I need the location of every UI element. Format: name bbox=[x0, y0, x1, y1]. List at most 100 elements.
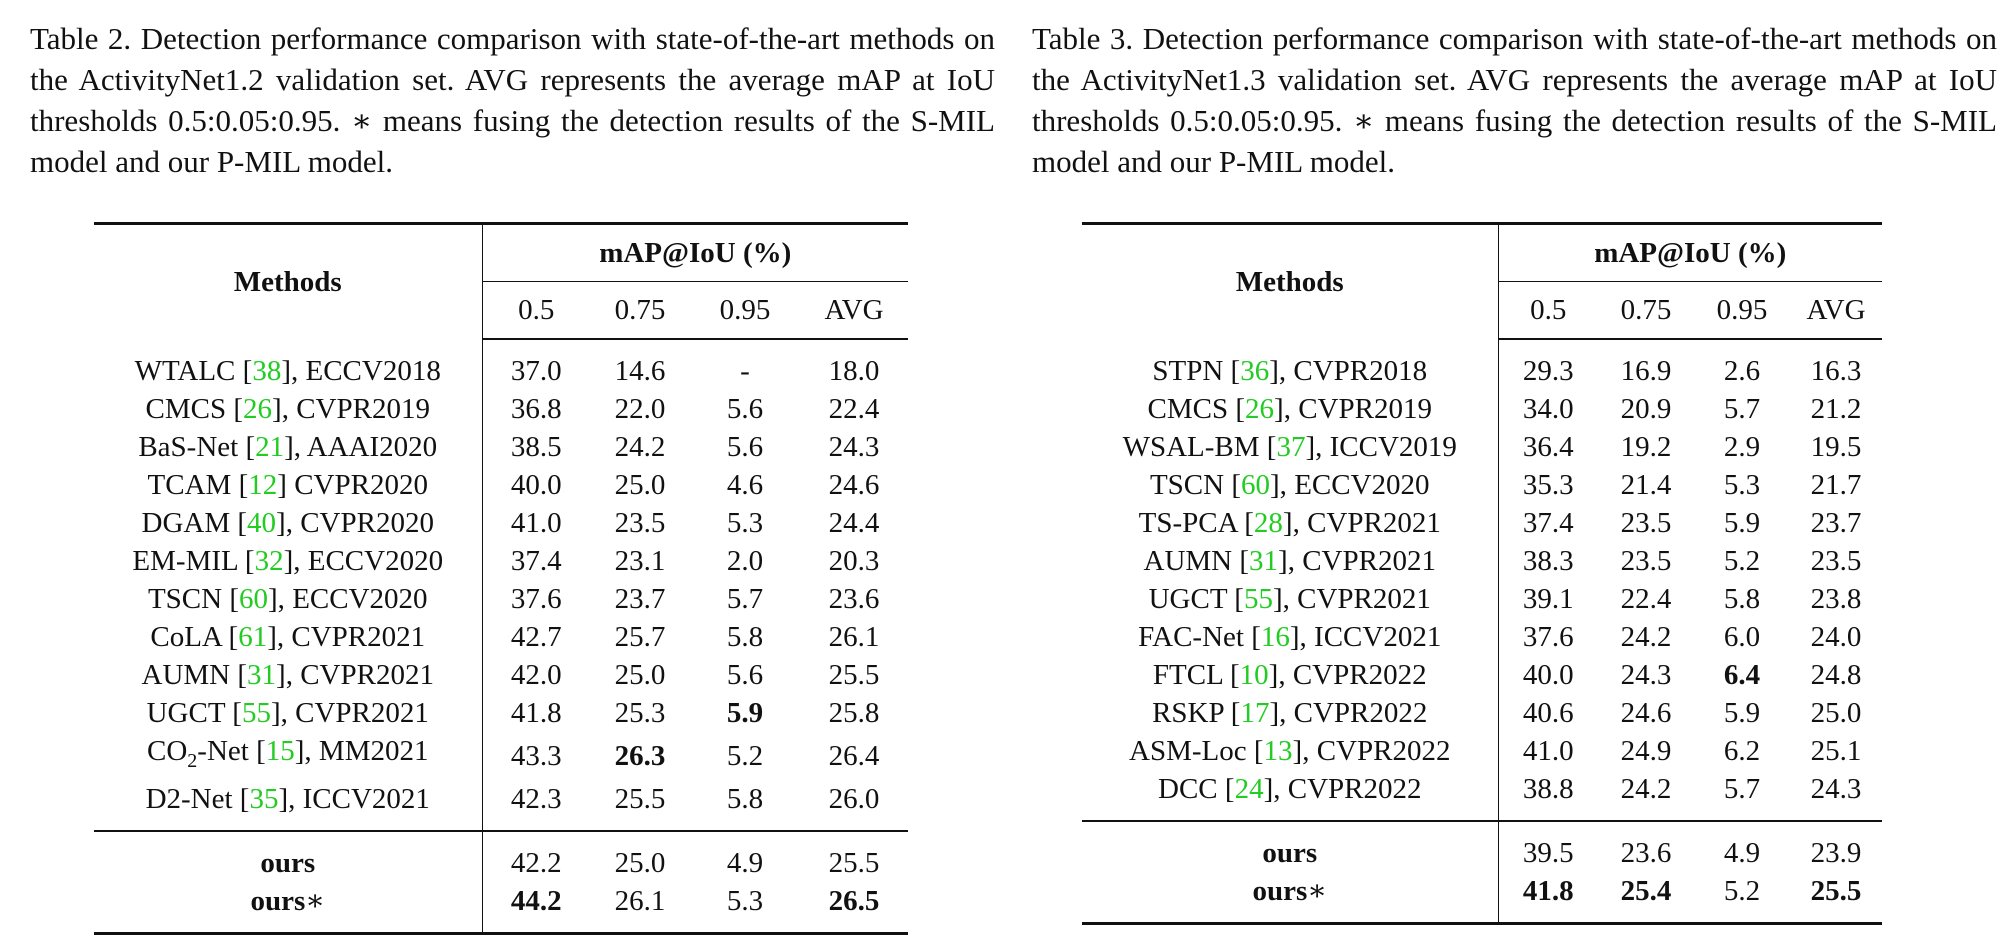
method-cell: CMCS [26], CVPR2019 bbox=[1082, 390, 1498, 428]
venue: CVPR2022 bbox=[1316, 735, 1451, 767]
method-name: ours bbox=[1252, 875, 1308, 907]
bracket-open: [ bbox=[1228, 393, 1246, 425]
method-cell: ours bbox=[1082, 820, 1498, 872]
table-caption: Table 3. Detection performance compariso… bbox=[1032, 21, 1997, 179]
separator: ], bbox=[268, 583, 293, 615]
table-row: WTALC [38], ECCV2018 37.0 14.6-18.0 bbox=[94, 339, 908, 390]
citation-link: 40 bbox=[247, 507, 277, 539]
value-cell: 24.3 bbox=[828, 431, 880, 463]
separator: ], bbox=[1268, 659, 1293, 691]
method-cell: D2-Net [35], ICCV2021 bbox=[94, 780, 482, 831]
method-name: WTALC bbox=[134, 354, 236, 387]
citation-link: 26 bbox=[243, 393, 273, 425]
citation-link: 13 bbox=[1263, 735, 1293, 767]
table-row: DCC [24], CVPR2022 38.8 24.2 5.7 24.3 bbox=[1082, 770, 1882, 821]
separator: ], bbox=[1270, 469, 1295, 501]
value-cell: 38.5 bbox=[481, 428, 590, 466]
method-cell: TCAM [12] CVPR2020 bbox=[94, 466, 482, 504]
method-cell: CoLA [61], CVPR2021 bbox=[94, 618, 482, 656]
ours-rows: ours 42.2 25.0 4.9 25.5 ours∗ 44.2 26.1 5.3 26.5 bbox=[94, 829, 908, 935]
venue: CVPR2019 bbox=[1298, 393, 1432, 425]
value-cell: 40.0 bbox=[1497, 656, 1598, 694]
bracket-open: [ bbox=[1243, 621, 1261, 653]
value-cell: 5.3 bbox=[690, 881, 800, 935]
value-cell: 5.2 bbox=[1723, 545, 1761, 577]
bracket-open: [ bbox=[1217, 773, 1235, 805]
value-cell: 25.7 bbox=[614, 621, 666, 653]
value-cell: 4.9 bbox=[1694, 820, 1790, 872]
method-name: TCAM bbox=[147, 469, 232, 501]
citation-link: 17 bbox=[1240, 697, 1270, 729]
venue: AAAI2020 bbox=[306, 431, 438, 463]
venue: CVPR2019 bbox=[296, 393, 430, 425]
citation-link: 60 bbox=[239, 583, 269, 615]
table-row: ASM-Loc [13], CVPR2022 41.0 24.9 6.2 25.1 bbox=[1082, 732, 1882, 770]
results-table: Methods mAP@IoU (%) 0.5 0.75 0.95 AVG ST… bbox=[1082, 222, 1882, 925]
method-cell: ours bbox=[94, 829, 482, 882]
citation-link: 60 bbox=[1241, 469, 1271, 501]
citation-link: 55 bbox=[1243, 583, 1273, 615]
separator: ], bbox=[270, 697, 296, 729]
value-cell: 25.3 bbox=[614, 697, 666, 729]
method-cell: CMCS [26], CVPR2019 bbox=[94, 390, 482, 428]
method-cell: TSCN [60], ECCV2020 bbox=[1082, 466, 1498, 504]
ours-row: ours∗ 44.2 26.1 5.3 26.5 bbox=[94, 881, 908, 935]
method-name: BaS-Net bbox=[138, 431, 239, 463]
value-cell: 25.0 bbox=[590, 829, 690, 882]
citation-link: 10 bbox=[1239, 659, 1269, 691]
value-cell: 5.9 bbox=[726, 697, 764, 729]
group-header: mAP@IoU (%) bbox=[1497, 222, 1882, 282]
value-cell: 34.0 bbox=[1497, 390, 1598, 428]
separator: ], bbox=[278, 782, 303, 815]
value-cell: 42.3 bbox=[481, 779, 590, 831]
value-cell: 42.7 bbox=[481, 618, 590, 656]
table-row: CMCS [26], CVPR2019 36.8 22.0 5.6 22.4 bbox=[94, 390, 908, 428]
bracket-open: [ bbox=[230, 507, 248, 539]
value-cell: 25.8 bbox=[828, 697, 880, 729]
separator: ], bbox=[1274, 393, 1299, 425]
results-table: Methods mAP@IoU (%) 0.5 0.75 0.95 AVG WT… bbox=[94, 222, 908, 935]
value-cell: 23.5 bbox=[1620, 507, 1672, 539]
value-cell: 24.2 bbox=[1620, 621, 1672, 653]
citation-link: 37 bbox=[1276, 431, 1306, 463]
bracket-open: [ bbox=[222, 583, 240, 615]
method-cell: DGAM [40], CVPR2020 bbox=[94, 504, 482, 542]
method-name: ours bbox=[260, 846, 316, 879]
value-cell: 24.6 bbox=[828, 469, 880, 501]
table-row: TSCN [60], ECCV2020 35.3 21.4 5.3 21.7 bbox=[1082, 466, 1882, 504]
method-cell: WTALC [38], ECCV2018 bbox=[94, 339, 482, 390]
value-cell: 5.2 bbox=[1694, 872, 1790, 925]
value-cell: 23.5 bbox=[614, 507, 666, 539]
separator: ], bbox=[267, 621, 292, 653]
value-cell: 16.3 bbox=[1810, 355, 1862, 387]
value-cell: 41.0 bbox=[481, 504, 590, 542]
method-cell: EM-MIL [32], ECCV2020 bbox=[94, 542, 482, 580]
value-cell: 23.5 bbox=[1620, 545, 1672, 577]
citation-link: 15 bbox=[265, 735, 295, 767]
bracket-open: [ bbox=[1224, 469, 1242, 501]
venue: CVPR2021 bbox=[1307, 507, 1441, 539]
methods-header: Methods bbox=[1082, 222, 1498, 339]
method-name: AUMN bbox=[141, 659, 231, 691]
value-cell: 23.6 bbox=[828, 583, 880, 615]
method-name: D2-Net bbox=[145, 782, 233, 815]
value-cell: 39.5 bbox=[1497, 820, 1598, 872]
venue: CVPR2022 bbox=[1292, 659, 1427, 691]
venue: CVPR2021 bbox=[300, 659, 434, 691]
bracket-open: [ bbox=[1227, 583, 1244, 615]
value-cell: 26.3 bbox=[614, 739, 666, 772]
table-row: AUMN [31], CVPR2021 38.3 23.5 5.2 23.5 bbox=[1082, 542, 1882, 580]
value-cell: 36.4 bbox=[1497, 428, 1598, 466]
bracket-open: [ bbox=[226, 393, 244, 425]
value-cell: 2.0 bbox=[726, 545, 764, 577]
table-row: FAC-Net [16], ICCV2021 37.6 24.2 6.0 24.0 bbox=[1082, 618, 1882, 656]
method-name: ours bbox=[250, 884, 306, 917]
bracket-open: [ bbox=[1223, 697, 1241, 729]
value-cell: 26.1 bbox=[828, 621, 880, 653]
bracket-open: [ bbox=[1236, 507, 1254, 539]
venue: CVPR2021 bbox=[295, 697, 429, 729]
value-cell: 37.4 bbox=[481, 542, 590, 580]
citation-link: 31 bbox=[247, 659, 277, 691]
value-cell: 5.3 bbox=[726, 507, 764, 539]
table-row: EM-MIL [32], ECCV2020 37.4 23.1 2.0 20.3 bbox=[94, 542, 908, 580]
